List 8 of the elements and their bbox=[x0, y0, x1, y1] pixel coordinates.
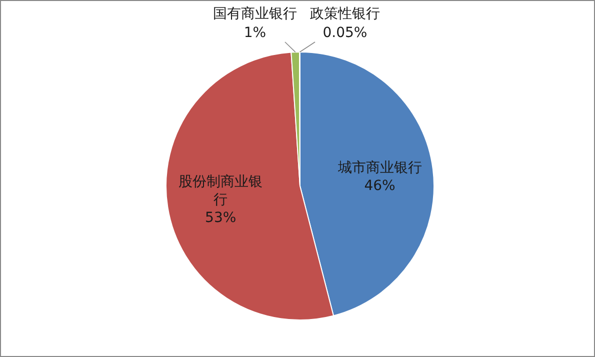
slice-label: 政策性银行 bbox=[310, 6, 380, 22]
slice-label: 股份制商业银行 bbox=[178, 174, 263, 208]
slice-label: 城市商业银行 bbox=[336, 160, 422, 176]
data-label: 1% bbox=[244, 25, 266, 41]
data-label: 53% bbox=[205, 210, 236, 226]
data-label: 0.05% bbox=[322, 25, 368, 41]
data-label: 46% bbox=[364, 178, 396, 194]
slice-label: 国有商业银行 bbox=[213, 6, 297, 22]
